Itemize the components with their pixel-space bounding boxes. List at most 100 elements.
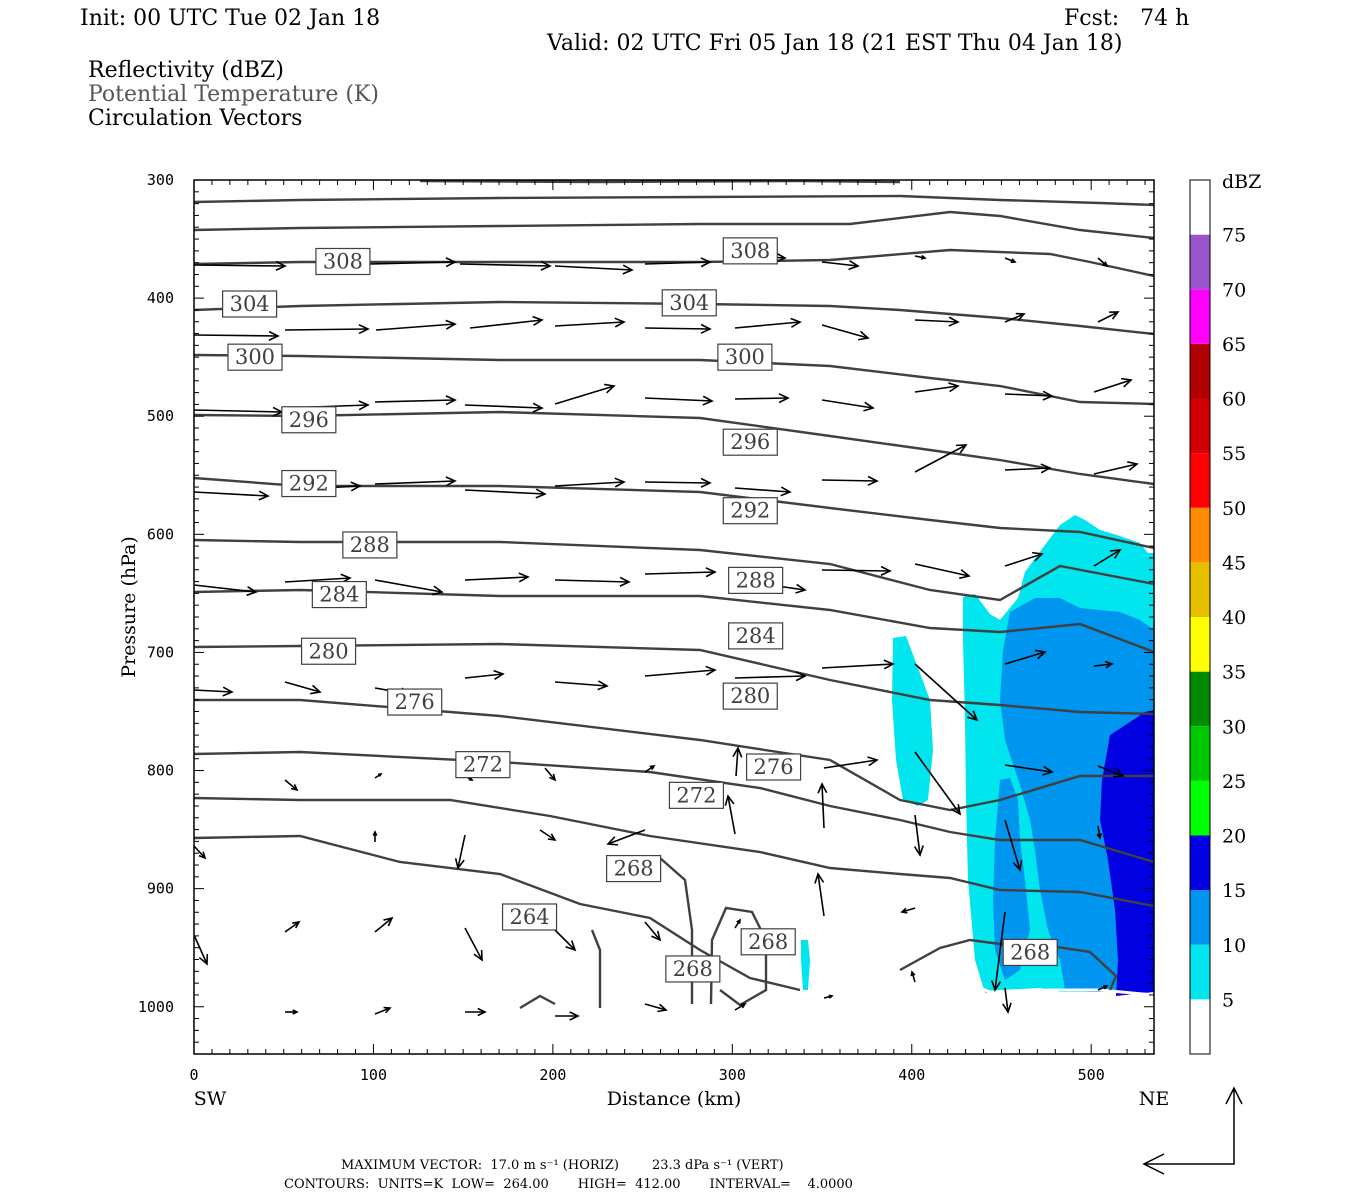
x-tick-label: 200 [539,1066,566,1084]
theta-label: 296 [722,428,778,456]
circulation-vector [914,751,962,816]
circulation-vector [734,918,741,929]
colorbar-segment [1190,562,1210,617]
reflectivity-region [892,636,933,806]
circulation-vector [193,934,209,966]
colorbar-segment [1190,398,1210,454]
colorbar-frame [1189,179,1211,1055]
circulation-vector [732,746,743,777]
circulation-vector [1097,257,1109,268]
x-axis-label: Distance (km) [607,1088,742,1110]
colorbar-segment [1190,890,1210,945]
circulation-vector [1096,825,1103,840]
circulation-vector [464,488,547,499]
theta-label: 276 [745,753,802,781]
circulation-vector [554,576,631,587]
x-tick-label: 500 [1078,1066,1105,1084]
circulation-vector [554,477,626,488]
circulation-vector [734,486,792,497]
svg-text:288: 288 [350,533,390,557]
theta-contour [193,750,1155,864]
circulation-vector [644,764,656,773]
colorbar-level-label: 5 [1222,989,1234,1011]
circulation-vector [900,907,916,914]
theta-contour [193,796,1155,908]
theta-contour [193,194,1155,207]
theta-contour [519,994,556,1010]
theta-label: 276 [387,688,443,716]
circulation-vector [821,475,879,486]
theta-contour [193,642,1155,716]
colorbar-segment [1190,671,1210,727]
svg-text:268: 268 [614,857,654,881]
circulation-vector [814,872,825,917]
colorbar-level-label: 35 [1222,662,1246,684]
x-tick-label: 0 [189,1066,198,1084]
circulation-vector [1004,649,1047,665]
circulation-vector [554,680,609,691]
circulation-vector [823,756,879,769]
circulation-vector [465,1007,487,1017]
svg-text:308: 308 [730,239,770,263]
circulation-vector [734,671,807,682]
y-tick-label: 500 [147,407,174,425]
theta-label: 280 [722,682,778,710]
circulation-vector [459,260,552,271]
x-end-label-sw: SW [194,1088,227,1110]
forecast-hour: Fcst: 74 h [1064,6,1190,31]
svg-text:304: 304 [230,292,270,316]
circulation-vector [193,490,270,501]
circulation-vector [554,929,577,952]
theta-label: 308 [315,247,371,276]
theta-label: 292 [281,469,337,498]
circulation-vector [821,399,875,412]
svg-text:276: 276 [754,755,794,779]
theta-label: 304 [661,289,717,317]
circulation-vector [734,1003,747,1011]
field-theta: Potential Temperature (K) [88,82,379,107]
svg-text:284: 284 [319,583,359,607]
circulation-vector [817,782,828,829]
circulation-vector [374,772,383,779]
theta-contour [193,834,801,992]
theta-contour [193,210,1155,240]
y-tick-label: 800 [147,762,174,780]
circulation-vector [914,663,979,722]
colorbar-level-label: 55 [1222,443,1246,465]
circulation-vector [1093,660,1114,669]
x-tick-label: 100 [360,1066,387,1084]
colorbar-level-label: 60 [1222,389,1246,411]
circulation-vector [1002,987,1012,1014]
circulation-vector [374,916,394,933]
theta-label: 272 [455,751,511,779]
theta-contour [193,300,1155,336]
y-tick-label: 300 [147,171,174,189]
x-end-label-ne: NE [1139,1088,1170,1110]
svg-text:280: 280 [309,639,349,663]
contour-info: CONTOURS: UNITS=K LOW= 264.00 HIGH= 412.… [284,1177,853,1192]
circulation-vector [284,681,322,695]
svg-text:268: 268 [748,930,788,954]
colorbar-segment [1190,780,1210,836]
circulation-vector [914,444,968,473]
circulation-vector [644,395,714,406]
circulation-vector [1097,311,1120,323]
colorbar-segment [1190,453,1210,508]
theta-label: 272 [668,781,725,809]
colorbar-level-label: 25 [1222,771,1246,793]
theta-label: 284 [728,622,784,650]
circulation-vector [1093,377,1133,393]
theta-label: 280 [300,637,357,665]
circulation-vector [914,316,960,327]
circulation-vector [193,845,207,860]
theta-label: 296 [281,406,337,434]
circulation-vector [1004,257,1017,264]
circulation-vector [1004,312,1026,323]
theta-label: 288 [728,566,784,594]
reference-vector [1142,1086,1243,1175]
colorbar-segment [1190,343,1210,399]
y-axis-label: Pressure (hPa) [118,536,140,678]
ground-mask [193,978,1155,1026]
theta-label: 268 [606,854,662,883]
circulation-vector [554,264,634,275]
